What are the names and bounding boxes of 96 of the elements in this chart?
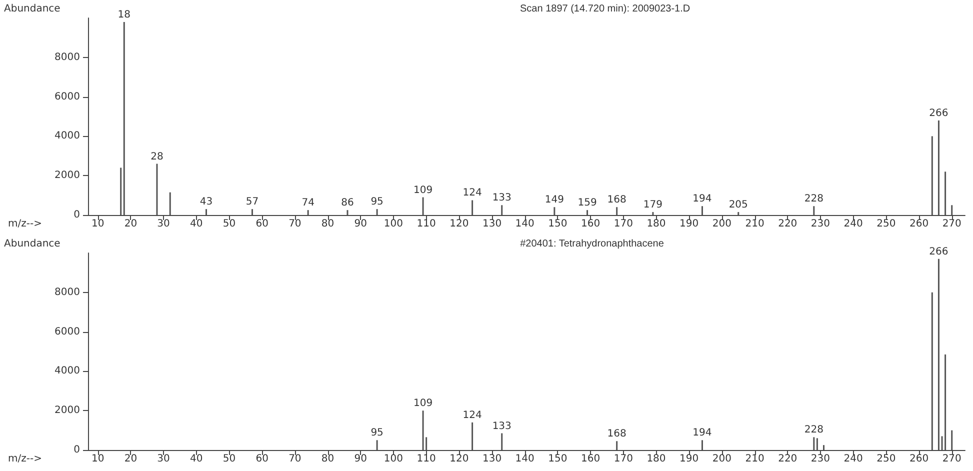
x-tick-label: 230 <box>810 454 830 464</box>
x-tick-label: 100 <box>384 454 404 464</box>
x-tick-label: 260 <box>909 454 929 464</box>
x-tick-label: 170 <box>614 218 633 230</box>
x-tick-label: 10 <box>91 454 104 464</box>
y-tick-label: 4000 <box>54 366 80 377</box>
annotation: 95 <box>370 196 384 208</box>
x-tick-label: 120 <box>450 218 469 230</box>
x-tick-label: 90 <box>354 454 367 464</box>
x-tick-label: 50 <box>222 454 236 464</box>
x-tick-label: 90 <box>354 218 367 230</box>
y-tick-label: 0 <box>74 210 80 220</box>
y-tick-label: 2000 <box>54 170 80 182</box>
x-tick-label: 180 <box>646 218 666 230</box>
x-tick-label: 250 <box>876 218 896 230</box>
annotation: 266 <box>929 246 948 258</box>
y-tick-label: 4000 <box>54 130 80 142</box>
x-tick-label: 160 <box>581 454 600 464</box>
x-tick-label: 40 <box>190 454 203 464</box>
x-tick-label: 240 <box>844 454 863 464</box>
y-axis-title: Abundance <box>4 238 60 250</box>
annotation: 74 <box>302 198 314 209</box>
x-tick-label: 270 <box>942 218 962 230</box>
annotation: 124 <box>462 188 482 199</box>
annotation: 149 <box>544 194 564 206</box>
x-tick-label: 220 <box>778 454 798 464</box>
annotation: 194 <box>692 194 712 205</box>
x-tick-label: 270 <box>942 454 962 464</box>
annotation: 266 <box>929 108 948 119</box>
y-tick-label: 8000 <box>54 52 80 63</box>
annotation: 179 <box>643 200 663 211</box>
annotation: 159 <box>578 198 597 209</box>
x-tick-label: 150 <box>548 454 568 464</box>
y-tick-label: 0 <box>74 444 80 456</box>
x-tick-label: 70 <box>288 218 302 230</box>
annotation: 18 <box>118 9 130 20</box>
y-tick-label: 6000 <box>54 326 80 338</box>
x-tick-label: 10 <box>91 218 104 230</box>
x-tick-label: 220 <box>778 218 798 230</box>
chart-title: #20401: Tetrahydronaphthacene <box>520 238 664 250</box>
annotation: 109 <box>413 398 433 410</box>
x-tick-label: 190 <box>680 454 699 464</box>
x-tick-label: 30 <box>157 218 170 230</box>
x-tick-label: 130 <box>482 218 502 230</box>
annotation: 168 <box>607 194 626 206</box>
y-axis-title: Abundance <box>4 4 60 14</box>
x-tick-label: 20 <box>124 454 138 464</box>
x-tick-label: 30 <box>157 454 170 464</box>
x-tick-label: 250 <box>876 454 896 464</box>
x-tick-label: 110 <box>416 454 436 464</box>
annotation: 133 <box>492 192 512 204</box>
y-tick-label: 8000 <box>54 286 80 298</box>
annotation: 57 <box>246 196 259 208</box>
x-tick-label: 60 <box>256 218 268 230</box>
annotation: 228 <box>804 194 824 205</box>
x-tick-label: 240 <box>844 218 863 230</box>
x-tick-label: 40 <box>190 218 203 230</box>
x-tick-label: 140 <box>515 454 534 464</box>
x-tick-label: 120 <box>450 454 469 464</box>
y-tick-label: 2000 <box>54 405 80 416</box>
x-tick-label: 80 <box>321 218 334 230</box>
x-tick-label: 190 <box>680 218 699 230</box>
annotation: 109 <box>413 184 433 196</box>
x-tick-label: 130 <box>482 454 502 464</box>
x-tick-label: 100 <box>384 218 404 230</box>
annotation: 194 <box>692 428 712 439</box>
x-tick-label: 50 <box>222 218 236 230</box>
x-tick-label: 150 <box>548 218 568 230</box>
annotation: 124 <box>462 410 482 421</box>
x-tick-label: 180 <box>646 454 666 464</box>
annotation: 205 <box>728 200 748 211</box>
annotation: 168 <box>607 428 626 440</box>
x-tick-label: 230 <box>810 218 830 230</box>
x-tick-label: 260 <box>909 218 929 230</box>
annotation: 95 <box>370 428 384 439</box>
y-tick-label: 6000 <box>54 91 80 102</box>
x-axis-title: m/z--> <box>8 218 42 230</box>
x-tick-label: 20 <box>124 218 138 230</box>
x-tick-label: 140 <box>515 218 534 230</box>
chart-title: Scan 1897 (14.720 min): 2009023-1.D <box>520 4 690 14</box>
annotation: 28 <box>150 151 164 162</box>
x-tick-label: 200 <box>712 218 732 230</box>
x-tick-label: 170 <box>614 454 633 464</box>
x-tick-label: 60 <box>256 454 268 464</box>
annotation: 133 <box>492 420 512 432</box>
x-tick-label: 110 <box>416 218 436 230</box>
x-tick-label: 200 <box>712 454 732 464</box>
x-tick-label: 210 <box>745 454 764 464</box>
x-tick-label: 70 <box>288 454 302 464</box>
x-tick-label: 160 <box>581 218 600 230</box>
x-tick-label: 80 <box>321 454 334 464</box>
annotation: 228 <box>804 424 824 436</box>
x-tick-label: 210 <box>745 218 764 230</box>
x-axis-title: m/z--> <box>8 454 42 464</box>
annotation: 86 <box>341 198 354 209</box>
annotation: 43 <box>200 196 213 208</box>
